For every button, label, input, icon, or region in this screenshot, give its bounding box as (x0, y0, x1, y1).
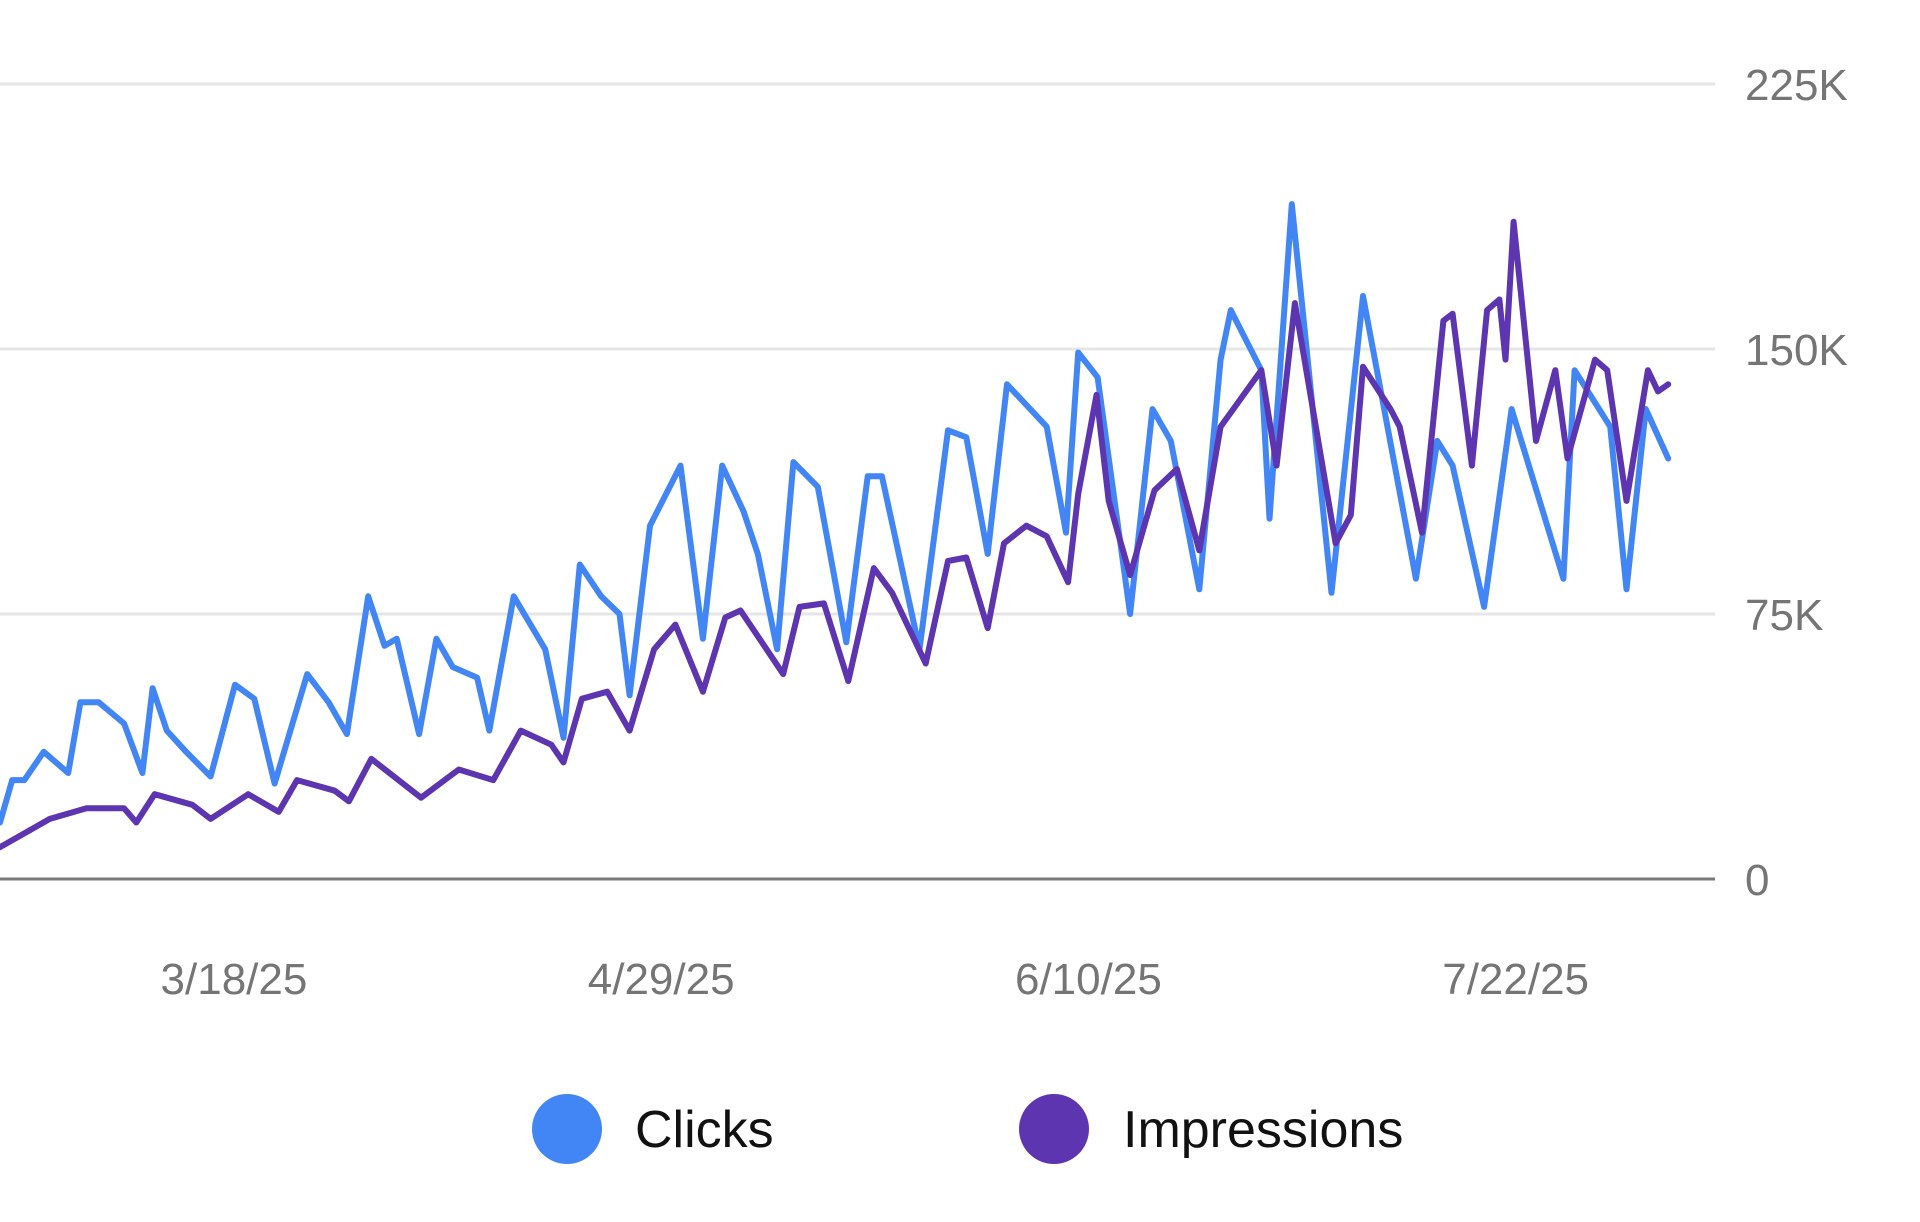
x-tick-label: 6/10/25 (1015, 955, 1162, 1004)
y-tick-label: 150K (1745, 326, 1848, 375)
y-tick-label: 75K (1745, 591, 1823, 640)
series-lines (0, 201, 1672, 851)
legend-label: Impressions (1123, 1101, 1403, 1159)
y-axis-ticks: 0 75K 150K 225K (1745, 61, 1848, 905)
series-line-impressions (0, 218, 1672, 851)
legend: Clicks Impressions (532, 1094, 1403, 1164)
y-tick-label: 225K (1745, 61, 1848, 110)
legend-item-impressions: Impressions (1019, 1094, 1403, 1164)
x-tick-label: 7/22/25 (1442, 955, 1589, 1004)
series-line-clicks (0, 201, 1672, 826)
x-axis-ticks: 3/18/25 4/29/25 6/10/25 7/22/25 (161, 955, 1589, 1004)
x-tick-label: 3/18/25 (161, 955, 308, 1004)
legend-swatch-icon (532, 1094, 602, 1164)
legend-label: Clicks (635, 1101, 774, 1159)
legend-item-clicks: Clicks (532, 1094, 774, 1164)
legend-swatch-icon (1019, 1094, 1089, 1164)
x-tick-label: 4/29/25 (588, 955, 735, 1004)
y-tick-label: 0 (1745, 856, 1769, 905)
grid (0, 82, 1715, 881)
